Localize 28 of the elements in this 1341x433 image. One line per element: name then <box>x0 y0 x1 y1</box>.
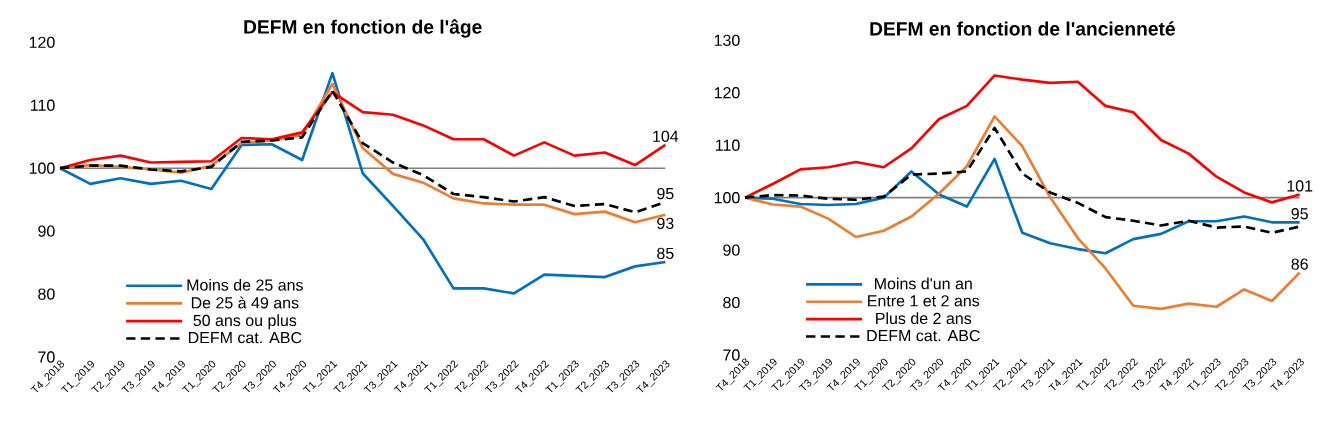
chart-title: DEFM en fonction de l'âge <box>244 19 482 38</box>
y-tick-label: 100 <box>714 192 740 204</box>
legend-label: 50 ans ou plus <box>193 314 297 330</box>
data-label: 95 <box>1291 208 1308 220</box>
data-label: 104 <box>653 130 679 142</box>
y-tick-label: 90 <box>723 244 740 256</box>
y-tick-label: 90 <box>38 225 55 237</box>
data-label: 86 <box>1291 258 1308 270</box>
y-tick-label: 80 <box>723 296 740 309</box>
legend-label: Moins de 25 ans <box>187 278 303 291</box>
legend-label: De 25 à 49 ans <box>191 296 299 309</box>
y-tick-label: 100 <box>29 162 55 174</box>
legend-label: Plus de 2 ans <box>876 312 972 325</box>
legend-label: Entre 1 et 2 ans <box>868 295 980 307</box>
legend-label: DEFM cat. ABC <box>867 329 980 342</box>
legend-label: DEFM cat. ABC <box>188 331 302 344</box>
y-tick-label: 110 <box>31 99 55 111</box>
data-label: 93 <box>657 217 674 230</box>
data-label: 101 <box>1287 180 1313 192</box>
y-tick-label: 110 <box>716 139 740 151</box>
chart-title: DEFM en fonction de l'ancienneté <box>870 21 1175 36</box>
legend-label: Moins d'un an <box>875 277 972 290</box>
data-label: 95 <box>657 187 674 200</box>
y-tick-label: 130 <box>714 34 740 46</box>
y-tick-label: 120 <box>29 36 55 48</box>
y-tick-label: 80 <box>38 288 55 300</box>
data-label: 85 <box>657 247 674 260</box>
y-tick-label: 120 <box>714 87 740 99</box>
